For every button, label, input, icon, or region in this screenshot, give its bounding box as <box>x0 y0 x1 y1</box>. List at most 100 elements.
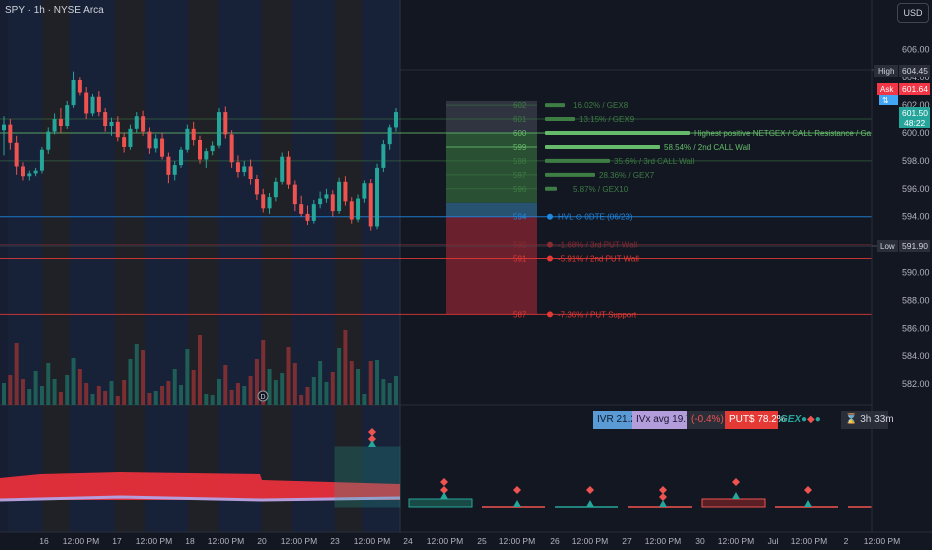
green-triangle-icon <box>804 500 812 507</box>
candle-body <box>229 134 234 163</box>
green-dot-icon: ● <box>801 414 808 425</box>
volume-bar <box>286 347 291 405</box>
candle-body <box>261 194 266 209</box>
volume-bar <box>267 369 272 405</box>
volume-bar <box>248 376 253 405</box>
gex-dot <box>547 311 553 318</box>
session-band <box>0 0 8 532</box>
candle-body <box>198 139 202 160</box>
low-value: 591.90 <box>902 241 928 251</box>
time-tick: 12:00 PM <box>791 536 827 546</box>
gex-strike-label: 591 <box>513 255 527 264</box>
volume-bar <box>20 379 25 405</box>
candle-body <box>103 112 108 127</box>
red-diamond-icon <box>440 486 448 494</box>
put-badge: PUT$ 78.2% <box>725 411 786 429</box>
bar-countdown: 48:22 <box>904 118 926 128</box>
time-tick: 24 <box>403 536 413 546</box>
volume-bar <box>39 386 44 405</box>
gex-dot <box>547 241 553 248</box>
candle-body <box>179 149 184 166</box>
candle-body <box>27 173 32 177</box>
gamma-zone-grey <box>446 100 537 133</box>
session-band <box>362 0 400 532</box>
gex-box <box>408 498 473 508</box>
candle-body <box>128 128 133 147</box>
gex-strike-label: 601 <box>513 115 527 124</box>
last-price-bg <box>899 107 930 128</box>
marker-value-bg <box>899 65 930 77</box>
red-diamond-icon <box>732 478 740 486</box>
candle-body <box>362 183 367 199</box>
dividend-marker <box>257 390 269 402</box>
volume-bar <box>109 381 114 405</box>
change-badge: (-0.4%) <box>687 411 725 429</box>
green-triangle-icon <box>513 500 521 507</box>
gex-level-lines <box>0 69 872 315</box>
gex-dot <box>547 213 553 220</box>
volume-bar <box>198 335 202 405</box>
volume-bar <box>172 369 177 405</box>
time-tick: 16 <box>39 536 49 546</box>
time-tick: 25 <box>477 536 487 546</box>
session-band <box>70 0 115 532</box>
candle-body <box>8 124 13 143</box>
gex-strike-label: 599 <box>513 143 527 152</box>
candle-body <box>324 194 329 199</box>
volume-bar <box>387 383 392 405</box>
red-diamond-icon <box>804 486 812 494</box>
candle-body <box>242 166 247 173</box>
gex-level-text: HVL ⊙ 0DTE (06/23) <box>558 213 633 222</box>
price-tick: 594.00 <box>902 212 930 222</box>
candle-body <box>349 201 354 220</box>
session-band <box>8 0 42 532</box>
gex-level-text: -5.91% / 2nd PUT Wall <box>558 255 639 264</box>
ask-tag: Ask <box>880 85 894 94</box>
candle-body <box>280 156 285 182</box>
candle-body <box>387 127 392 145</box>
gex-level-labels: 602 16.02% / GEX8 601 13.15% / GEX9 600 Highe… <box>513 101 907 319</box>
session-band <box>115 0 145 532</box>
time-tick: 12:00 PM <box>718 536 754 546</box>
candle-body <box>90 96 95 114</box>
indicator-pane: 2001000 <box>0 428 917 513</box>
volume-bar <box>280 373 285 405</box>
time-tick: 12:00 PM <box>645 536 681 546</box>
candle-body <box>267 197 272 209</box>
gex-level-text: 16.02% / GEX8 <box>573 101 629 110</box>
gex-level-text: -7.36% / PUT Support <box>558 310 637 319</box>
volume-bar <box>254 359 259 405</box>
volume-bar <box>52 379 57 405</box>
time-tick: 26 <box>550 536 560 546</box>
candle-body <box>172 165 177 175</box>
volume-bar <box>204 394 209 405</box>
volume-bar <box>305 387 310 405</box>
gex-level-text: Highest positive NETGEX / CALL Resistanc… <box>694 129 907 138</box>
volume-bar <box>84 383 89 405</box>
currency-button[interactable]: USD <box>897 3 929 23</box>
time-tick: 12:00 PM <box>208 536 244 546</box>
time-tick: Jul <box>768 536 779 546</box>
dividend-marker-label: D <box>260 394 265 401</box>
countdown-badge: ⌛ 3h 33m <box>841 411 894 429</box>
symbol-title[interactable]: SPY · 1h · NYSE Arca <box>5 5 104 16</box>
candle-body <box>65 105 70 127</box>
candle-body <box>77 79 82 93</box>
gex-zones <box>446 100 537 315</box>
volume-bar <box>77 369 82 405</box>
volume-bar <box>229 390 234 405</box>
time-tick: 17 <box>112 536 122 546</box>
candle-body <box>286 156 291 185</box>
volume-bar <box>356 369 361 405</box>
bid-tag-bg <box>879 95 898 105</box>
candle-body <box>368 183 373 227</box>
time-tick: 12:00 PM <box>499 536 535 546</box>
hvl-zone-blue <box>446 202 537 217</box>
green-dot-icon: ● <box>814 414 821 425</box>
candle-body <box>394 112 398 128</box>
volume-bars <box>2 330 398 405</box>
volume-bar <box>242 386 247 405</box>
volume-bar <box>368 361 373 405</box>
candle-body <box>292 184 297 205</box>
